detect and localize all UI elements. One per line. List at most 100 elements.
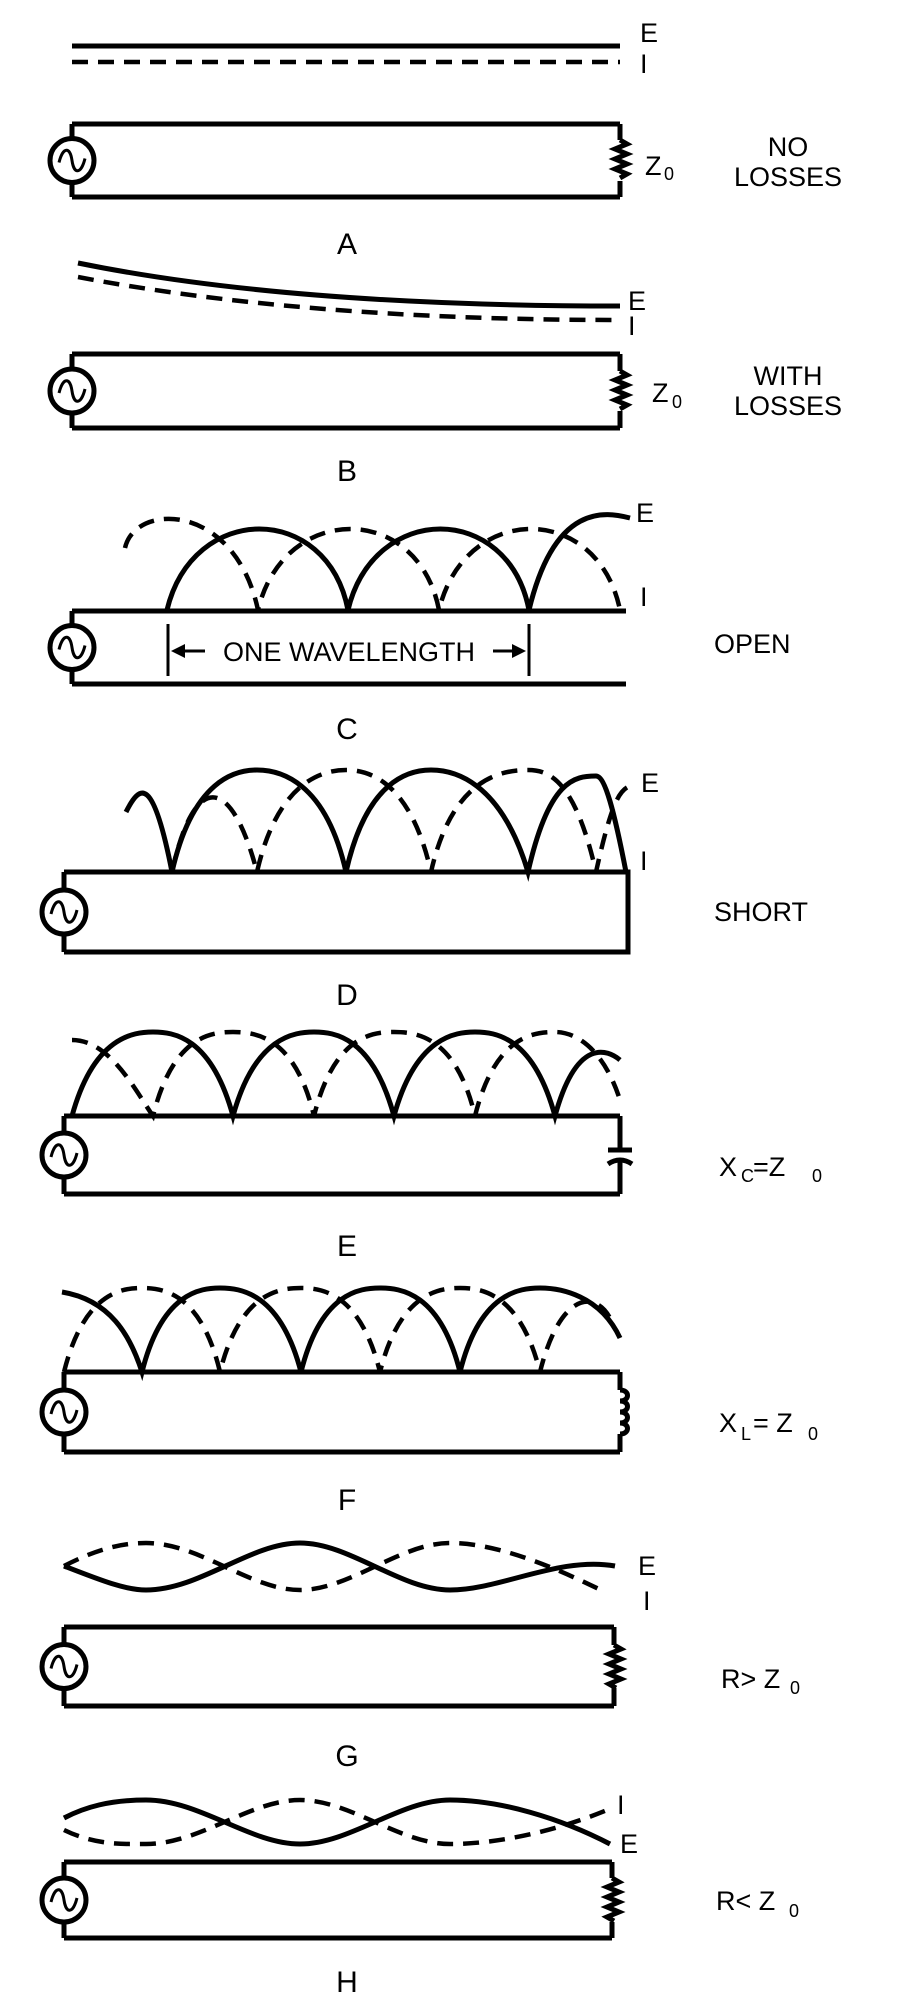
panel-letter: C — [336, 713, 358, 746]
current-curve — [71, 1029, 623, 1122]
transmission-line-b — [69, 351, 623, 431]
svg-text:0: 0 — [790, 1678, 800, 1698]
current-curve — [123, 767, 629, 882]
svg-text:X: X — [719, 1408, 737, 1438]
voltage-label: E — [636, 498, 654, 528]
panel-letter: G — [335, 1740, 358, 1773]
panel-b: E I Z 0 WITH LOSSES B — [47, 260, 842, 488]
svg-text:R> Z: R> Z — [721, 1664, 780, 1694]
panel-caption: X L = Z 0 — [719, 1408, 818, 1444]
ac-source-icon — [47, 366, 97, 416]
svg-text:0: 0 — [808, 1424, 818, 1444]
ac-source-icon — [47, 136, 97, 185]
current-curve — [122, 516, 623, 611]
svg-text:X: X — [719, 1152, 737, 1182]
waveforms-d — [123, 767, 631, 882]
transmission-line-f — [61, 1369, 623, 1455]
resistor-icon — [608, 368, 634, 412]
svg-text:Z: Z — [645, 151, 662, 181]
panel-caption: OPEN — [714, 629, 791, 659]
resistor-icon — [602, 1642, 628, 1691]
arrow-left-icon — [171, 644, 185, 658]
transmission-line-a — [69, 121, 623, 200]
svg-text:R< Z: R< Z — [716, 1886, 775, 1916]
svg-text:0: 0 — [672, 392, 682, 412]
transmission-line-h — [61, 1859, 615, 1941]
current-label: I — [640, 846, 648, 876]
panel-d: E I SHORT D — [39, 767, 808, 1012]
waveforms-a — [72, 43, 620, 65]
svg-text:WITH: WITH — [754, 361, 823, 391]
svg-text:Z: Z — [652, 378, 669, 408]
svg-text:0: 0 — [789, 1901, 799, 1921]
waveforms-g — [62, 1540, 616, 1595]
panel-letter: B — [337, 455, 357, 488]
panel-letter: E — [337, 1230, 357, 1263]
panel-a: E I Z 0 NO LOSSES A — [47, 18, 842, 261]
voltage-label: E — [641, 768, 659, 798]
svg-text:= Z: = Z — [753, 1408, 793, 1438]
current-curve — [63, 1797, 613, 1847]
panel-c: E I ONE WAVELENGTH OPEN C — [47, 498, 791, 746]
panel-h: I E R< Z 0 H — [39, 1790, 799, 1999]
svg-text:NO: NO — [768, 132, 809, 162]
current-label: I — [640, 582, 648, 612]
transmission-line-g — [61, 1624, 617, 1709]
panel-f: X L = Z 0 F — [39, 1285, 818, 1517]
voltage-curve — [61, 1285, 623, 1382]
voltage-label: E — [620, 1829, 638, 1859]
svg-text:=Z: =Z — [753, 1152, 785, 1182]
resistor-icon — [608, 137, 634, 181]
panel-letter: D — [336, 979, 358, 1012]
voltage-label: E — [628, 286, 646, 316]
svg-text:L: L — [741, 1424, 751, 1444]
panel-caption: SHORT — [714, 897, 808, 927]
voltage-curve — [169, 767, 631, 873]
panel-letter: A — [337, 228, 357, 261]
transmission-line-e — [61, 1113, 623, 1197]
ac-source-icon — [47, 623, 97, 672]
impedance-label: Z 0 — [652, 378, 682, 412]
ac-source-icon — [39, 1387, 89, 1437]
svg-text:LOSSES: LOSSES — [734, 391, 842, 421]
voltage-label: E — [638, 1551, 656, 1581]
voltage-curve — [63, 1540, 616, 1593]
current-curve — [61, 1285, 612, 1373]
panel-letter: F — [338, 1484, 356, 1517]
voltage-curve — [62, 1797, 612, 1847]
ac-source-icon — [39, 1875, 89, 1925]
svg-text:LOSSES: LOSSES — [734, 162, 842, 192]
svg-text:C: C — [741, 1166, 754, 1186]
panel-e: X C =Z 0 E — [39, 1029, 822, 1263]
current-label: I — [628, 311, 636, 341]
panel-letter: H — [336, 1966, 358, 1999]
wavelength-label: ONE WAVELENGTH — [223, 637, 475, 667]
waveforms-c — [122, 512, 631, 611]
panel-caption: WITH LOSSES — [734, 361, 842, 421]
ac-source-icon — [39, 1642, 89, 1691]
svg-text:0: 0 — [664, 164, 674, 184]
current-curve — [62, 1540, 606, 1595]
transmission-line-d — [61, 869, 631, 955]
voltage-curve — [164, 512, 631, 611]
waveforms-h — [62, 1797, 613, 1847]
arrow-right-icon — [512, 644, 526, 658]
current-label: I — [640, 49, 648, 79]
voltage-curve — [77, 260, 621, 309]
impedance-label: Z 0 — [645, 151, 674, 184]
inductor-icon — [619, 1387, 630, 1437]
panel-g: E I R> Z 0 G — [39, 1540, 800, 1773]
resistor-icon — [600, 1875, 626, 1924]
ac-source-icon — [39, 887, 89, 937]
waveforms-e — [69, 1029, 623, 1126]
voltage-curve — [69, 1029, 622, 1126]
current-curve — [77, 274, 621, 323]
wavelength-dimension: ONE WAVELENGTH — [166, 624, 531, 676]
ac-source-icon — [39, 1130, 89, 1180]
transmission-line-c — [69, 608, 626, 687]
voltage-label: E — [640, 18, 658, 48]
waveforms-b — [77, 260, 621, 323]
panel-caption: R> Z 0 — [721, 1664, 800, 1698]
capacitor-icon — [606, 1147, 634, 1167]
